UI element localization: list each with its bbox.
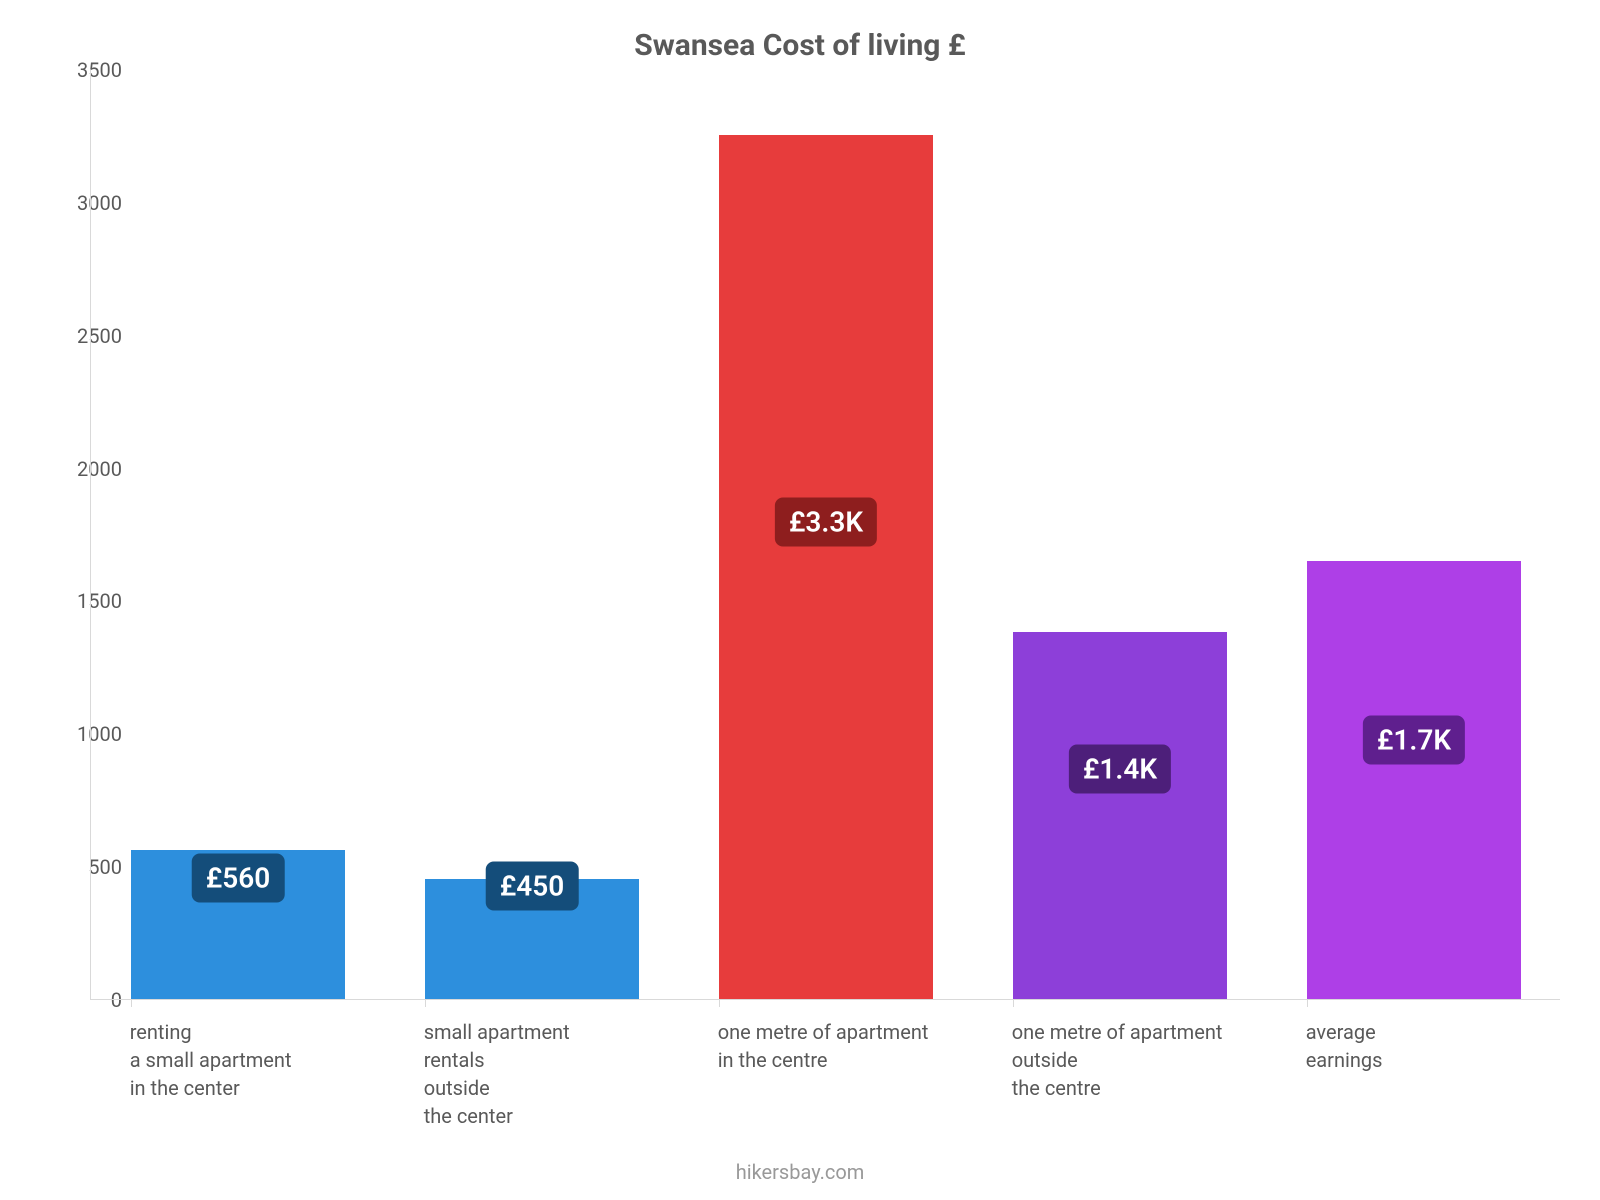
bar-value-label: £560 bbox=[192, 853, 285, 902]
x-tick-label: one metre of apartment in the centre bbox=[718, 1018, 929, 1074]
x-tick-label: renting a small apartment in the center bbox=[130, 1018, 292, 1102]
x-tick-label: average earnings bbox=[1306, 1018, 1383, 1074]
x-tick bbox=[425, 999, 426, 1007]
bar bbox=[1307, 561, 1522, 999]
x-tick bbox=[131, 999, 132, 1007]
chart-title: Swansea Cost of living £ bbox=[0, 28, 1600, 63]
x-tick-label: small apartment rentals outside the cent… bbox=[424, 1018, 570, 1130]
bar bbox=[1013, 632, 1228, 999]
cost-of-living-chart: Swansea Cost of living £ 050010001500200… bbox=[0, 0, 1600, 1200]
x-tick bbox=[1307, 999, 1308, 1007]
bar-value-label: £450 bbox=[486, 861, 579, 910]
x-tick bbox=[1013, 999, 1014, 1007]
bar-value-label: £1.7K bbox=[1363, 715, 1465, 764]
bar-value-label: £3.3K bbox=[775, 497, 877, 546]
bar-value-label: £1.4K bbox=[1069, 744, 1171, 793]
bar bbox=[719, 135, 934, 999]
x-tick bbox=[719, 999, 720, 1007]
x-tick-label: one metre of apartment outside the centr… bbox=[1012, 1018, 1223, 1102]
plot-area: £560 £450 £3.3K £1.4K £1.7K bbox=[90, 70, 1560, 1000]
chart-footer: hikersbay.com bbox=[0, 1160, 1600, 1184]
